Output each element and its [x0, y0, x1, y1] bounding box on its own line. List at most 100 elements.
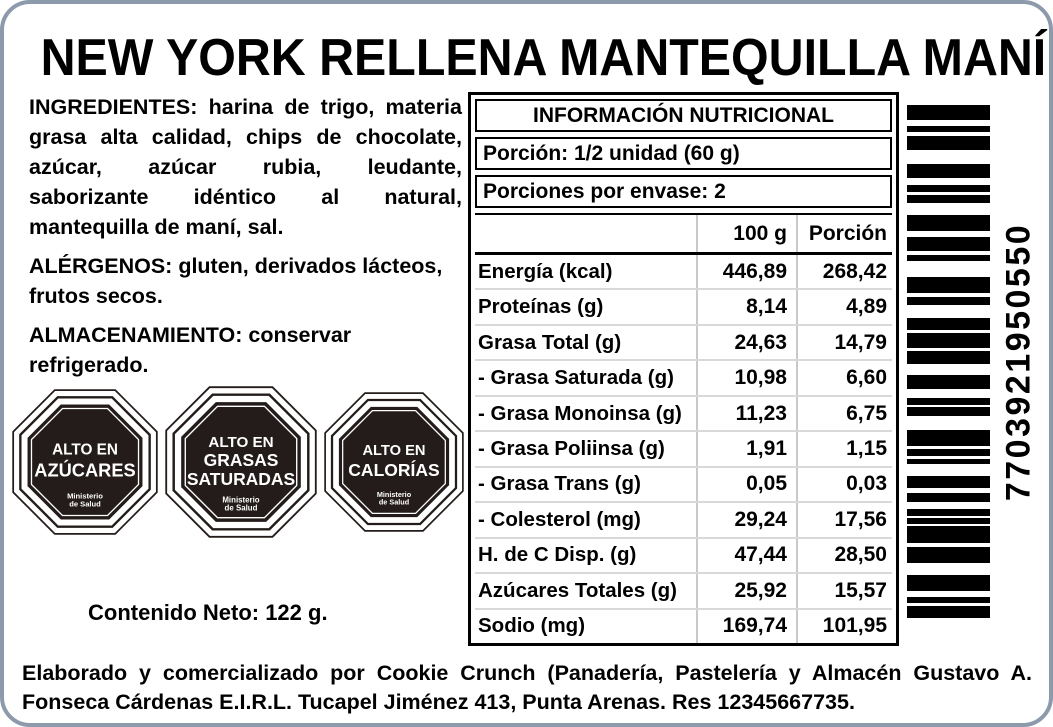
- nutrient-value-portion: 17,56: [796, 503, 892, 537]
- nutrient-label: Azúcares Totales (g): [478, 578, 677, 602]
- nutrient-label: Proteínas (g): [478, 295, 604, 319]
- barcode-bar: [907, 351, 990, 364]
- nutrient-value-portion: 6,60: [796, 361, 892, 395]
- seal-line1: ALTO EN: [362, 443, 425, 459]
- barcode-bar: [907, 397, 990, 405]
- nutrient-value-portion: 268,42: [796, 255, 892, 289]
- barcode-bar: [907, 458, 990, 465]
- warning-seals: ALTO EN AZÚCARES Ministerio de Salud ALT…: [12, 386, 464, 538]
- nutrient-label: - Grasa Saturada (g): [478, 366, 674, 390]
- nutrient-value-100g: 47,44: [696, 538, 796, 573]
- barcode-bar: [907, 575, 990, 592]
- alto-en-grasas-saturadas-seal-icon: ALTO EN GRASAS SATURADAS Ministerio de S…: [165, 386, 317, 538]
- alto-en-azucares-seal-icon: ALTO EN AZÚCARES Ministerio de Salud: [12, 389, 158, 535]
- nutrient-value-100g: 1,91: [696, 432, 796, 466]
- nutrient-row: - Grasa Monoinsa (g) 11,23 6,75: [475, 394, 892, 431]
- portion-info: Porción: 1/2 unidad (60 g): [475, 137, 892, 170]
- barcode-bar: [907, 606, 990, 618]
- barcode-bar: [907, 135, 990, 150]
- seal-line3: SATURADAS: [187, 469, 295, 489]
- column-header-100g: 100 g: [696, 215, 796, 252]
- nutrient-value-portion: 1,15: [796, 432, 892, 466]
- column-header-row: 100 g Porción: [475, 215, 892, 255]
- barcode-bar: [907, 105, 990, 120]
- nutrient-row: - Colesterol (mg) 29,24 17,56: [475, 501, 892, 537]
- barcode-bar: [907, 185, 990, 192]
- nutrient-value-portion: 14,79: [796, 325, 892, 360]
- barcode-bar: [907, 125, 990, 133]
- barcode-bar: [907, 508, 990, 516]
- nutrient-label: - Grasa Poliinsa (g): [478, 436, 665, 460]
- barcode-bars: [907, 105, 990, 618]
- barcode-bar: [907, 297, 990, 306]
- seal-line1: ALTO EN: [208, 434, 273, 451]
- nutrient-label: Grasa Total (g): [478, 330, 622, 354]
- nutrient-value-100g: 11,23: [696, 396, 796, 431]
- nutrient-value-100g: 10,98: [696, 361, 796, 395]
- nutrient-row: H. de C Disp. (g) 47,44 28,50: [475, 536, 892, 573]
- seal-octagon-icon: [324, 392, 464, 532]
- nutrient-row: - Grasa Poliinsa (g) 1,91 1,15: [475, 430, 892, 466]
- nutrient-row: Grasa Total (g) 24,63 14,79: [475, 323, 892, 360]
- barcode-bar: [907, 164, 990, 179]
- barcode-bar: [907, 254, 990, 261]
- portions-per-pack: Porciones por envase: 2: [475, 175, 892, 208]
- left-column: INGREDIENTES: harina de trigo, materia g…: [29, 92, 462, 380]
- barcode-bar: [907, 236, 990, 252]
- barcode-bar: [907, 429, 990, 446]
- alto-en-calorias-seal-icon: ALTO EN CALORÍAS Ministerio de Salud: [324, 392, 464, 532]
- ministry-label: de Salud: [379, 498, 409, 507]
- barcode-bar: [907, 375, 990, 389]
- seal-line2: CALORÍAS: [348, 459, 439, 480]
- nutrient-value-portion: 0,03: [796, 467, 892, 502]
- nutrient-value-portion: 15,57: [796, 574, 892, 608]
- barcode-icon: 7703921950550: [907, 105, 1047, 618]
- barcode-bar: [907, 332, 990, 348]
- nutrient-row: - Grasa Saturada (g) 10,98 6,60: [475, 359, 892, 395]
- product-title: NEW YORK RELLENA MANTEQUILLA MANÍ: [40, 29, 1047, 87]
- nutrition-table: INFORMACIÓN NUTRICIONAL Porción: 1/2 uni…: [468, 92, 899, 646]
- barcode-bar: [907, 407, 990, 417]
- nutrient-value-100g: 169,74: [696, 609, 796, 643]
- ministry-label: Ministerio: [377, 490, 412, 499]
- ministry-label: Ministerio: [222, 495, 259, 504]
- nutrient-label: - Colesterol (mg): [478, 507, 641, 531]
- nutrient-value-100g: 8,14: [696, 290, 796, 324]
- nutrient-row: Azúcares Totales (g) 25,92 15,57: [475, 572, 892, 608]
- storage-text: ALMACENAMIENTO: conservar refrigerado.: [29, 323, 352, 377]
- allergens-text: ALÉRGENOS: gluten, derivados lácteos, fr…: [29, 254, 443, 308]
- nutrient-row: - Grasa Trans (g) 0,05 0,03: [475, 465, 892, 502]
- nutrient-row: Proteínas (g) 8,14 4,89: [475, 288, 892, 324]
- nutrient-row: Energía (kcal) 446,89 268,42: [475, 255, 892, 289]
- nutrient-rows: Energía (kcal) 446,89 268,42 Proteínas (…: [475, 255, 892, 643]
- seal-line1: ALTO EN: [52, 442, 118, 459]
- seal-octagon-icon: [165, 386, 317, 538]
- nutrient-value-portion: 4,89: [796, 290, 892, 324]
- nutrient-label: - Grasa Trans (g): [478, 472, 641, 496]
- barcode-bar: [907, 526, 990, 544]
- seal-octagon-icon: [12, 389, 158, 535]
- nutrient-value-100g: 446,89: [696, 255, 796, 289]
- nutrition-grid: 100 g Porción Energía (kcal) 446,89 268,…: [475, 213, 892, 643]
- nutrition-table-title: INFORMACIÓN NUTRICIONAL: [475, 99, 892, 132]
- barcode-bar: [907, 317, 990, 331]
- seal-line2: AZÚCARES: [34, 460, 135, 481]
- barcode-bar: [907, 597, 990, 603]
- nutrient-value-100g: 29,24: [696, 503, 796, 537]
- barcode-bar: [907, 195, 990, 204]
- nutrient-value-portion: 28,50: [796, 538, 892, 573]
- barcode-bar: [907, 214, 990, 231]
- barcode-bar: [907, 518, 990, 524]
- nutrient-value-100g: 0,05: [696, 467, 796, 502]
- nutrient-label: - Grasa Monoinsa (g): [478, 401, 682, 425]
- nutrient-label: H. de C Disp. (g): [478, 543, 637, 567]
- nutrient-label: Energía (kcal): [478, 259, 613, 283]
- manufacturer-info: Elaborado y comercializado por Cookie Cr…: [22, 661, 1032, 714]
- barcode-number: 7703921950550: [999, 222, 1038, 501]
- nutrient-label: Sodio (mg): [478, 614, 586, 638]
- nutrient-value-100g: 25,92: [696, 574, 796, 608]
- barcode-bar: [907, 546, 990, 563]
- net-content: Contenido Neto: 122 g.: [88, 600, 328, 625]
- ministry-label: de Salud: [225, 504, 258, 513]
